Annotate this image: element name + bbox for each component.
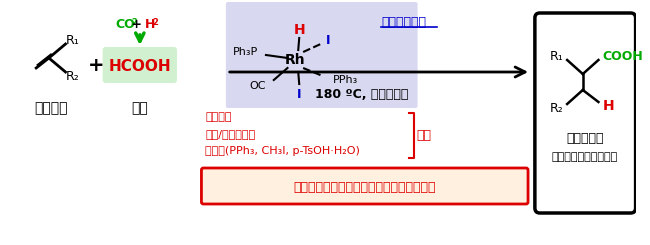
Text: 180 ºC, 溶媒：酢酸: 180 ºC, 溶媒：酢酸 [315, 88, 408, 101]
Text: R₂: R₂ [66, 70, 79, 83]
Text: I: I [297, 87, 302, 100]
FancyBboxPatch shape [535, 13, 636, 213]
Text: 不要: 不要 [417, 129, 432, 142]
Text: Ph₃P: Ph₃P [233, 47, 258, 57]
Text: H: H [293, 23, 305, 37]
Text: R₂: R₂ [549, 101, 564, 114]
Text: I: I [326, 34, 331, 47]
Text: PPh₃: PPh₃ [332, 75, 358, 85]
Text: HCOOH: HCOOH [109, 59, 171, 74]
Text: カルボン酸: カルボン酸 [566, 132, 603, 145]
Text: +: + [88, 56, 104, 74]
Text: ギ酸: ギ酸 [131, 101, 148, 115]
Text: COOH: COOH [603, 49, 643, 62]
Text: アルケン: アルケン [34, 101, 68, 115]
Text: 安全で環境に優しいカルボン酸合成を実現: 安全で環境に優しいカルボン酸合成を実現 [294, 181, 436, 194]
FancyBboxPatch shape [103, 47, 177, 83]
Text: H: H [145, 17, 155, 30]
Text: R₁: R₁ [549, 49, 564, 62]
Text: 2: 2 [131, 18, 137, 27]
Text: H: H [603, 99, 614, 113]
FancyBboxPatch shape [202, 168, 528, 204]
FancyBboxPatch shape [226, 2, 417, 108]
Text: Rh: Rh [285, 53, 306, 67]
Text: 添加剤(PPh₃, CH₃I, p-TsOH·H₂O): 添加剤(PPh₃, CH₃I, p-TsOH·H₂O) [205, 146, 360, 156]
Text: +: + [127, 17, 147, 30]
Text: （化学品の基幹原料）: （化学品の基幹原料） [552, 152, 618, 162]
Text: OC: OC [250, 81, 266, 91]
Text: 新規開発触媒: 新規開発触媒 [382, 16, 426, 29]
Text: 2: 2 [153, 18, 159, 27]
Text: 毒性/爆発性ガス: 毒性/爆発性ガス [205, 129, 255, 139]
Text: CO: CO [116, 17, 135, 30]
Text: 高圧条件: 高圧条件 [205, 112, 232, 122]
Text: R₁: R₁ [66, 34, 79, 47]
